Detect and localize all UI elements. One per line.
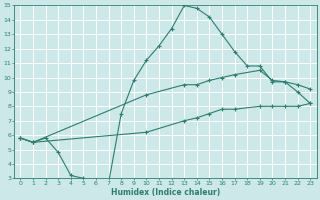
X-axis label: Humidex (Indice chaleur): Humidex (Indice chaleur) — [111, 188, 220, 197]
